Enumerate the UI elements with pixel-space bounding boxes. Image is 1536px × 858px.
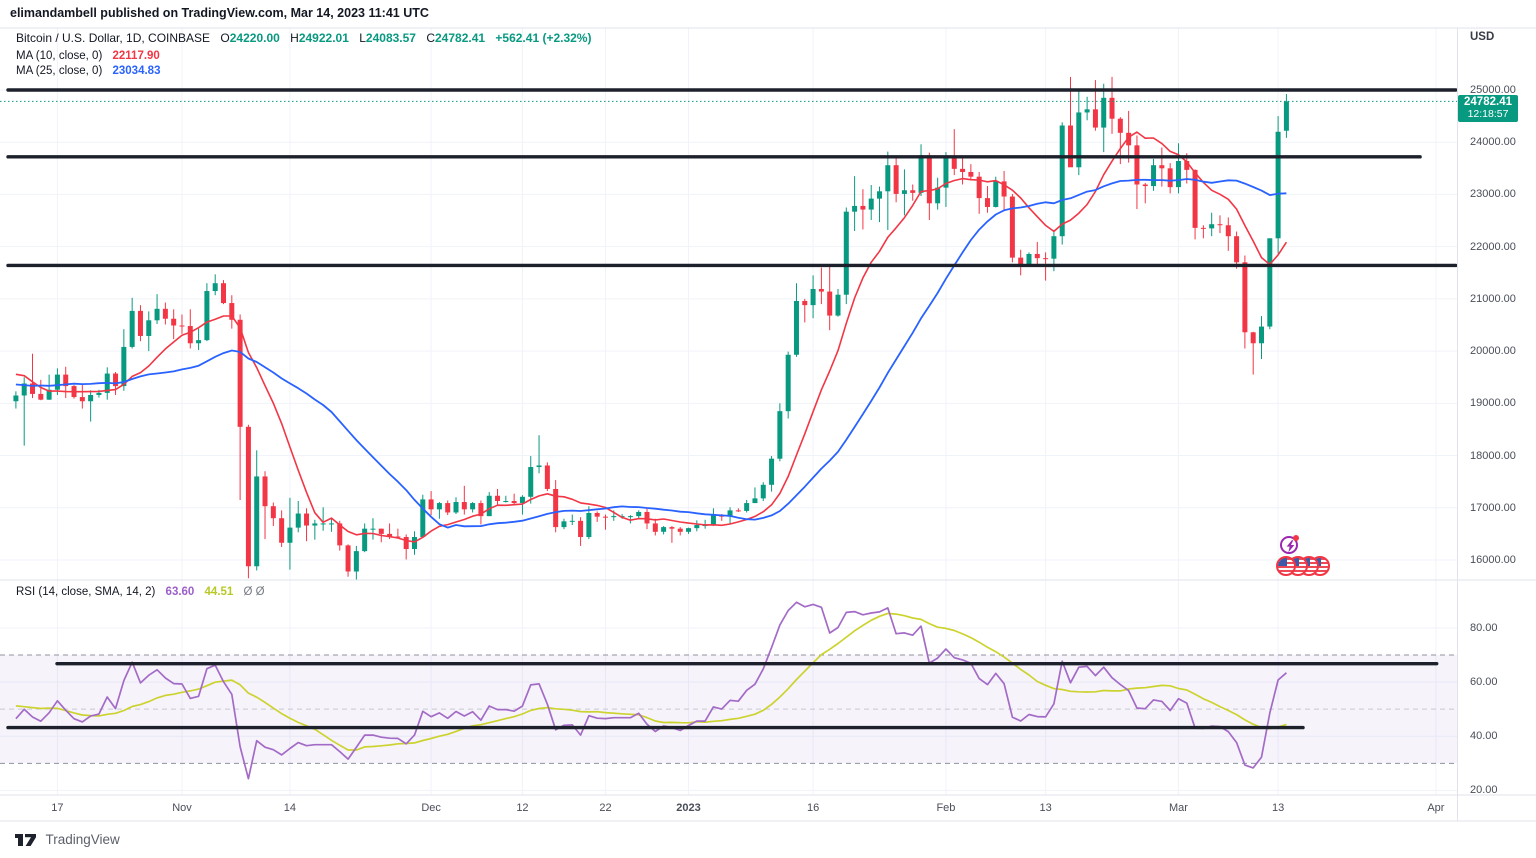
published-header: elimandambell published on TradingView.c… xyxy=(10,6,429,20)
symbol-title: Bitcoin / U.S. Dollar, 1D, COINBASE xyxy=(16,31,211,45)
ohlc-open: O24220.00 xyxy=(220,31,280,45)
us-flag-icon xyxy=(1276,556,1296,576)
price-tick-label: 17000.00 xyxy=(1470,501,1516,514)
rsi-value: 63.60 xyxy=(165,586,195,598)
time-tick-label: 17 xyxy=(51,802,64,814)
time-tick-label: 16 xyxy=(806,802,820,814)
ma25-value: 23034.83 xyxy=(112,65,161,77)
tradingview-logo-text: TradingView xyxy=(45,832,120,847)
ohlc-high: H24922.01 xyxy=(290,31,349,45)
price-tick-label: 21000.00 xyxy=(1470,292,1516,305)
last-price-value: 24782.41 xyxy=(1464,96,1512,109)
time-tick-label: 13 xyxy=(1271,802,1285,814)
time-tick-label: Nov xyxy=(172,802,192,814)
lightning-icon xyxy=(1286,539,1294,552)
rsi-tick-label: 80.00 xyxy=(1470,621,1498,634)
symbol-legend-row[interactable]: Bitcoin / U.S. Dollar, 1D, COINBASE O242… xyxy=(16,31,591,45)
price-tick-label: 24000.00 xyxy=(1470,136,1516,149)
boost-button[interactable] xyxy=(1280,535,1299,554)
ohlc-low: L24083.57 xyxy=(359,31,416,45)
rsi-label: RSI (14, close, SMA, 14, 2) xyxy=(16,586,156,598)
time-tick-label: 2023 xyxy=(676,802,701,814)
ma10-legend-row[interactable]: MA (10, close, 0) 22117.90 xyxy=(16,50,160,62)
price-tick-label: 20000.00 xyxy=(1470,345,1516,358)
time-axis-scale[interactable] xyxy=(0,795,1457,821)
rsi-pane[interactable] xyxy=(0,580,1457,795)
time-tick-label: 14 xyxy=(283,802,297,814)
time-tick-label: Mar xyxy=(1168,802,1188,814)
price-tick-label: 16000.00 xyxy=(1470,553,1516,566)
price-tick-label: 19000.00 xyxy=(1470,397,1516,410)
ma25-label: MA (25, close, 0) xyxy=(16,65,103,77)
time-tick-label: Apr xyxy=(1427,802,1445,814)
rsi-hidden-values: Ø Ø xyxy=(243,586,265,598)
price-tick-label: 18000.00 xyxy=(1470,449,1516,462)
price-tick-label: 23000.00 xyxy=(1470,188,1516,201)
main-chart-pane[interactable] xyxy=(0,28,1457,580)
rsi-tick-label: 60.00 xyxy=(1470,676,1498,689)
ohlc-close: C24782.41 xyxy=(426,31,486,45)
time-tick-label: 22 xyxy=(599,802,612,814)
rsi-legend-row[interactable]: RSI (14, close, SMA, 14, 2) 63.60 44.51 … xyxy=(16,586,265,598)
bar-countdown: 12:18:57 xyxy=(1467,108,1509,121)
price-tick-label: 25000.00 xyxy=(1470,83,1516,96)
price-tick-label: 22000.00 xyxy=(1470,240,1516,253)
rsi-tick-label: 40.00 xyxy=(1470,730,1498,743)
rsi-ma-value: 44.51 xyxy=(204,586,234,598)
ma25-legend-row[interactable]: MA (25, close, 0) 23034.83 xyxy=(16,65,160,77)
tradingview-logo-link[interactable]: TradingView xyxy=(15,832,120,848)
time-tick-label: 13 xyxy=(1039,802,1052,814)
tradingview-logo-icon xyxy=(15,834,36,846)
ma10-label: MA (10, close, 0) xyxy=(16,50,103,62)
notification-dot xyxy=(1293,535,1299,541)
time-tick-label: Dec xyxy=(421,802,441,814)
change-value: +562.41 (+2.32%) xyxy=(495,31,592,45)
ma10-value: 22117.90 xyxy=(112,50,160,62)
time-tick-label: Feb xyxy=(936,802,956,814)
currency-label: USD xyxy=(1470,31,1495,43)
last-price-label: 24782.41 12:18:57 xyxy=(1458,95,1518,123)
rsi-tick-label: 20.00 xyxy=(1470,784,1498,797)
time-tick-label: 12 xyxy=(516,802,529,814)
